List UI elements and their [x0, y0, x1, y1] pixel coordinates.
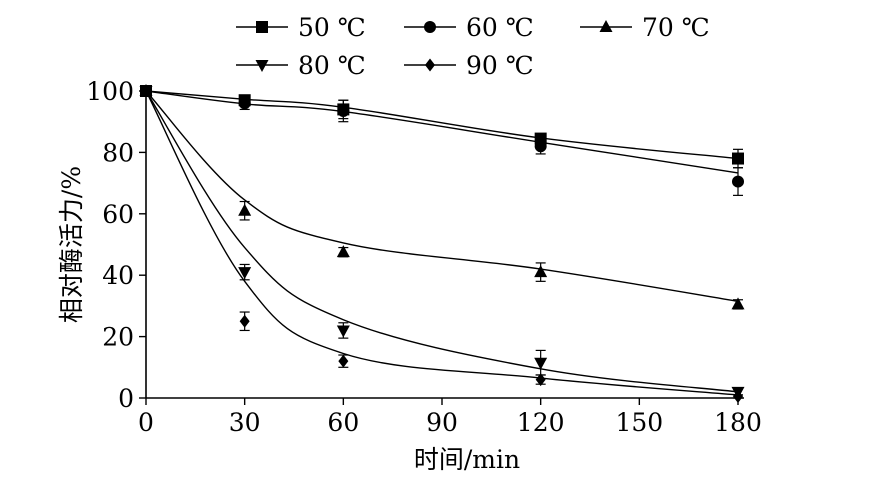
legend-item: 80 ℃ — [236, 51, 366, 80]
data-points — [139, 84, 745, 403]
data-point — [238, 203, 252, 216]
fit-curve-3 — [145, 90, 739, 393]
data-point — [239, 314, 250, 328]
data-point — [337, 104, 350, 117]
legend-marker — [256, 21, 268, 33]
legend-item: 70 ℃ — [580, 13, 710, 42]
x-tick-label: 180 — [714, 408, 762, 437]
data-point — [141, 84, 151, 98]
legend-label: 90 ℃ — [466, 51, 534, 80]
y-tick-label: 0 — [118, 384, 134, 413]
x-tick-label: 90 — [426, 408, 458, 437]
fit-curve-4 — [145, 90, 739, 396]
legend-marker — [599, 20, 613, 32]
data-point — [733, 389, 743, 403]
data-point — [731, 297, 745, 310]
data-point — [336, 325, 350, 338]
legend-marker — [424, 21, 436, 33]
data-point — [336, 245, 350, 258]
x-tick-label: 30 — [229, 408, 261, 437]
y-tick-label: 80 — [102, 138, 134, 167]
data-point — [534, 265, 548, 278]
x-axis-label: 时间/min — [414, 445, 520, 474]
fit-curve-1 — [145, 90, 739, 174]
data-point — [732, 152, 744, 165]
fit-curve-0 — [145, 90, 739, 160]
y-tick-label: 20 — [102, 323, 134, 352]
legend-item: 90 ℃ — [404, 51, 534, 80]
plot-area: 0 30 60 90 120 150 180 0 20 40 60 80 100 — [86, 77, 762, 437]
y-axis-label: 相对酶活力/% — [57, 166, 86, 323]
data-point — [534, 140, 547, 153]
y-tick-label: 60 — [102, 200, 134, 229]
x-tick-label: 0 — [138, 408, 154, 437]
fit-curve-2 — [145, 90, 739, 302]
legend-item: 50 ℃ — [236, 13, 366, 42]
x-tick-label: 150 — [615, 408, 663, 437]
x-tick-label: 60 — [327, 408, 359, 437]
data-point — [338, 354, 349, 368]
error-bars — [239, 96, 743, 399]
legend-label: 50 ℃ — [298, 13, 366, 42]
y-ticks: 0 20 40 60 80 100 — [86, 77, 146, 413]
legend: 50 ℃ 60 ℃ 70 ℃ 80 ℃ 90 ℃ — [236, 13, 710, 80]
y-tick-label: 40 — [102, 261, 134, 290]
legend-label: 80 ℃ — [298, 51, 366, 80]
legend-marker — [425, 58, 435, 72]
x-ticks: 0 30 60 90 120 150 180 — [138, 398, 762, 437]
data-point — [732, 175, 744, 188]
data-point — [238, 267, 252, 280]
legend-marker — [255, 60, 269, 72]
legend-label: 70 ℃ — [642, 13, 710, 42]
legend-item: 60 ℃ — [404, 13, 534, 42]
x-tick-label: 120 — [517, 408, 565, 437]
data-point — [534, 357, 548, 370]
y-tick-label: 100 — [86, 77, 134, 106]
legend-label: 60 ℃ — [466, 13, 534, 42]
fit-curves — [145, 90, 739, 396]
data-point — [535, 373, 546, 387]
data-point — [238, 97, 251, 110]
